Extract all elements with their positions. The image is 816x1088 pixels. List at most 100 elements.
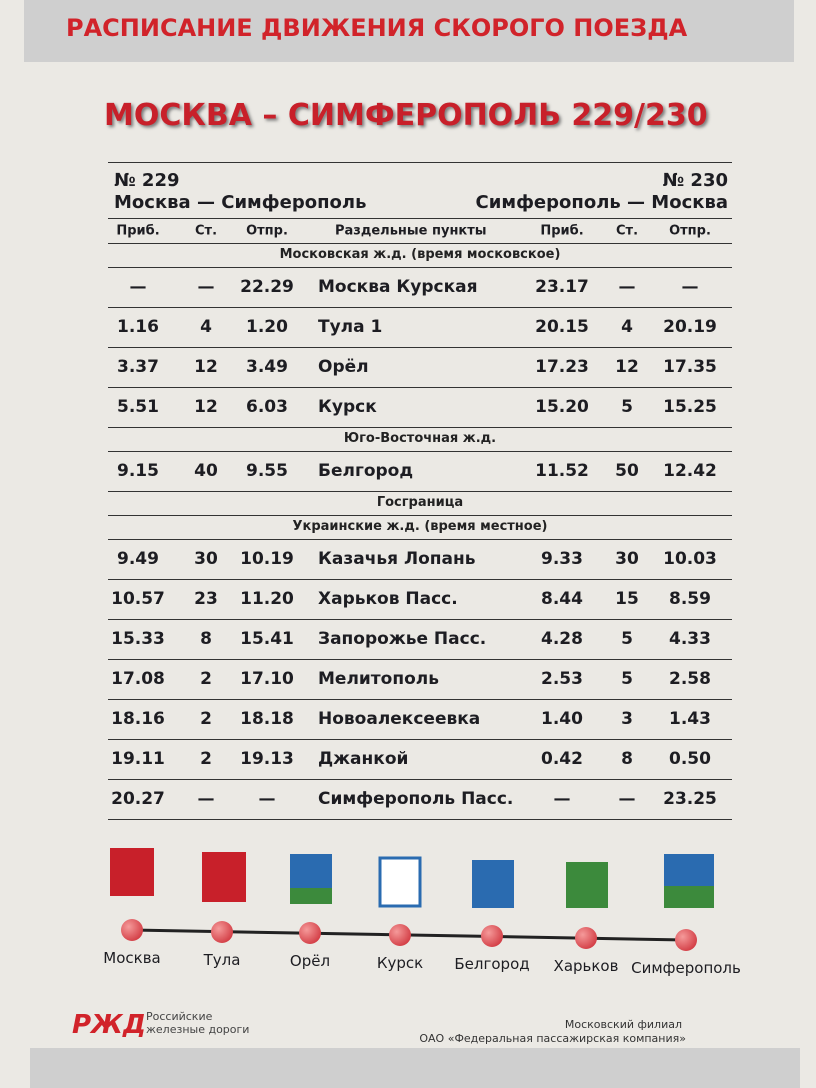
time-cell: 2.58: [669, 669, 711, 689]
route-dot: [121, 919, 143, 941]
route-station: Курск: [376, 953, 424, 972]
time-cell: 1.16: [117, 317, 159, 337]
column-header: Приб.: [540, 223, 584, 239]
time-cell: 15.33: [111, 629, 165, 649]
top-band: [24, 0, 794, 62]
time-cell: 19.13: [240, 749, 294, 769]
route-dot: [675, 928, 697, 951]
route-dot: [481, 925, 503, 948]
time-cell: 2: [200, 749, 212, 769]
time-cell: 15.41: [240, 629, 294, 649]
station: Симферополь Пасс.: [318, 789, 514, 809]
time-cell: 17.08: [111, 669, 165, 689]
section-title: Госграница: [376, 495, 464, 510]
time-cell: —: [553, 789, 571, 809]
time-cell: 50: [615, 461, 639, 481]
rule: [108, 819, 732, 820]
time-cell: 11.20: [240, 589, 294, 609]
time-cell: 20.15: [535, 317, 589, 337]
time-cell: —: [197, 277, 215, 297]
time-cell: —: [197, 789, 215, 809]
time-cell: 1.43: [669, 709, 711, 729]
time-cell: 23.25: [663, 789, 717, 809]
rule: [108, 347, 732, 348]
rzd-logo: РЖД: [72, 1010, 147, 1040]
train-number: № 230: [662, 170, 729, 191]
train-route: Москва — Симферополь: [114, 192, 367, 213]
station: Тула 1: [318, 317, 383, 337]
time-cell: 5: [621, 629, 633, 649]
company: ОАО «Федеральная пассажирская компания»: [419, 1032, 686, 1045]
station: Джанкой: [318, 749, 409, 769]
time-cell: 6.03: [246, 397, 288, 417]
route-station: Орёл: [289, 952, 331, 971]
time-cell: 30: [615, 549, 639, 569]
rule: [108, 218, 732, 219]
time-cell: 12: [615, 357, 639, 377]
route-station: Харьков: [553, 957, 619, 975]
time-cell: 1.40: [541, 709, 583, 729]
route-station: Тула: [203, 950, 241, 969]
route-station: Симферополь: [631, 958, 741, 977]
time-cell: 2: [200, 669, 212, 689]
train-route: Симферополь — Москва: [475, 192, 728, 213]
time-cell: 4.28: [541, 629, 583, 649]
column-header: Отпр.: [669, 223, 711, 239]
rule: [108, 515, 732, 516]
station: Харьков Пасс.: [318, 589, 458, 609]
column-header: Ст.: [615, 223, 639, 239]
time-cell: 3: [621, 709, 633, 729]
time-cell: 9.33: [541, 549, 583, 569]
time-cell: —: [129, 277, 147, 297]
rule: [108, 162, 732, 163]
time-cell: 5.51: [117, 397, 159, 417]
time-cell: 11.52: [535, 461, 589, 481]
time-cell: 15.20: [535, 397, 589, 417]
time-cell: 8: [621, 749, 633, 769]
route-dot: [389, 923, 411, 946]
time-cell: 22.29: [240, 277, 294, 297]
rule: [108, 451, 732, 452]
rule: [108, 491, 732, 492]
title: МОСКВА – СИМФЕРОПОЛЬ 229/230: [104, 98, 708, 133]
time-cell: 18.18: [240, 709, 294, 729]
rule: [108, 539, 732, 540]
time-cell: —: [258, 789, 276, 809]
column-header: Ст.: [194, 223, 218, 239]
time-cell: 3.49: [246, 357, 288, 377]
coats-of-arms: [110, 848, 714, 908]
banner: РАСПИСАНИЕ ДВИЖЕНИЯ СКОРОГО ПОЕЗДА: [66, 14, 688, 42]
time-cell: 40: [194, 461, 218, 481]
time-cell: 3.37: [117, 357, 159, 377]
time-cell: 12.42: [663, 461, 717, 481]
column-header: Раздельные пункты: [335, 223, 487, 239]
time-cell: —: [618, 277, 636, 297]
rule: [108, 619, 732, 620]
time-cell: 15: [615, 589, 639, 609]
route-dot: [299, 922, 321, 945]
rule: [108, 699, 732, 700]
station: Белгород: [318, 461, 414, 481]
rule: [108, 579, 732, 580]
time-cell: —: [618, 789, 636, 809]
column-header: Отпр.: [246, 223, 288, 239]
time-cell: 30: [194, 549, 218, 569]
time-cell: 17.10: [240, 669, 294, 689]
station: Запорожье Пасс.: [318, 629, 487, 649]
rule: [108, 387, 732, 388]
rule: [108, 267, 732, 268]
time-cell: 4: [200, 317, 212, 337]
rule: [108, 659, 732, 660]
rule: [108, 243, 732, 244]
time-cell: 10.57: [111, 589, 165, 609]
time-cell: 4: [621, 317, 633, 337]
time-cell: 4.33: [669, 629, 711, 649]
rule: [108, 739, 732, 740]
time-cell: 17.35: [663, 357, 717, 377]
column-header: Приб.: [116, 223, 160, 239]
time-cell: 0.50: [669, 749, 711, 769]
station: Курск: [318, 397, 377, 417]
branch: Московский филиал: [564, 1018, 682, 1031]
time-cell: 12: [194, 357, 218, 377]
train-number: № 229: [114, 170, 180, 191]
